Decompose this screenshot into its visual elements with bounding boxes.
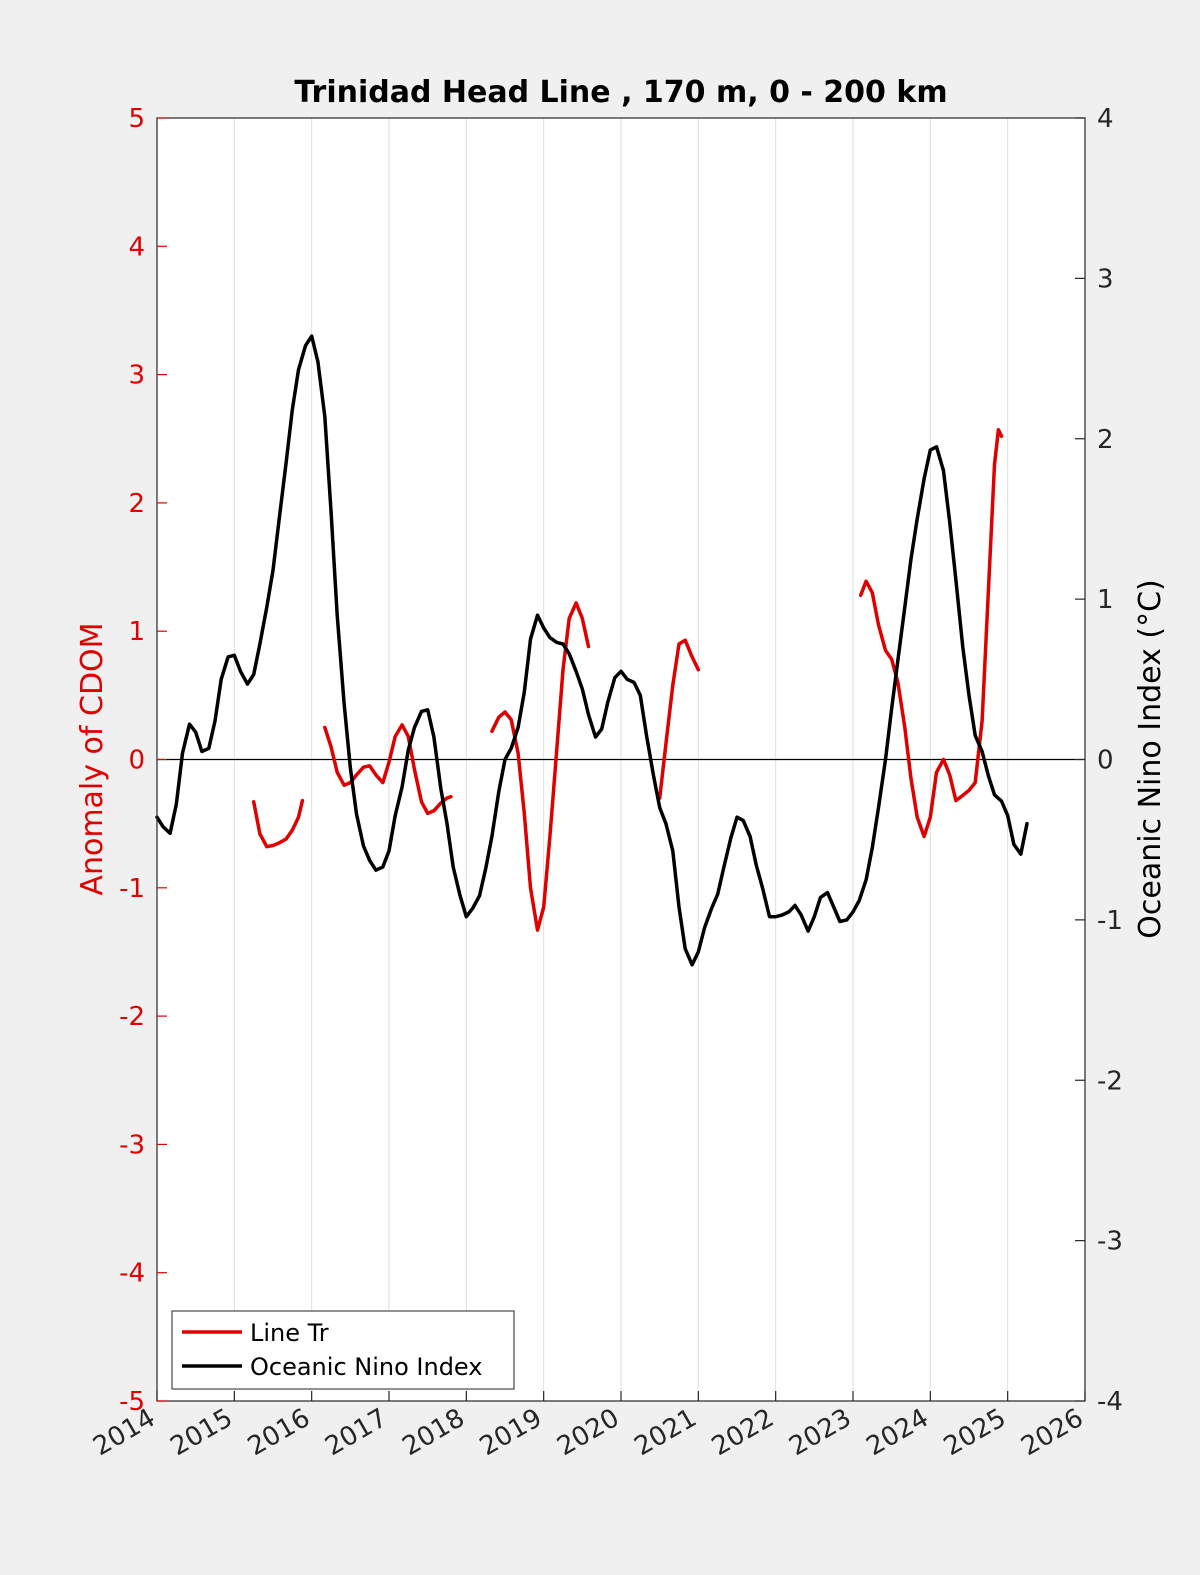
y-left-tick-label: -3 <box>119 1130 145 1160</box>
y-right-tick-label: -2 <box>1097 1066 1123 1096</box>
x-tick-label: 2021 <box>630 1403 702 1462</box>
x-tick-label: 2020 <box>552 1403 624 1462</box>
x-tick-label: 2016 <box>243 1403 315 1462</box>
y-left-tick-label: 5 <box>128 104 145 134</box>
legend-box <box>171 1310 515 1390</box>
legend: Line Tr Oceanic Nino Index <box>171 1310 515 1390</box>
y-right-tick-label: 3 <box>1097 264 1114 294</box>
y-left-tick-label: 4 <box>128 232 145 262</box>
y-left-tick-label: -2 <box>119 1002 145 1032</box>
x-tick-label: 2026 <box>1016 1403 1088 1462</box>
y-left-tick-label: 3 <box>128 361 145 391</box>
line-tr-series-segment-2 <box>490 601 591 932</box>
x-tick-label: 2018 <box>398 1403 470 1462</box>
x-tick-label: 2023 <box>784 1403 856 1462</box>
series-lines <box>155 334 1029 967</box>
x-tick-label: 2019 <box>475 1403 547 1462</box>
y-right-tick-label: 4 <box>1097 104 1114 134</box>
line-tr-series-segment-4 <box>858 428 1004 839</box>
legend-label-oni: Oceanic Nino Index <box>250 1353 482 1381</box>
y-left-tick-label: 0 <box>128 746 145 776</box>
y-left-tick-label: 2 <box>128 489 145 519</box>
x-tick-label: 2024 <box>862 1403 934 1462</box>
oni-series-segment-0 <box>155 334 1029 967</box>
y-right-tick-label: 0 <box>1097 746 1114 776</box>
y-right-tick-label: 1 <box>1097 585 1114 615</box>
left-y-axis-ticks: -5 -4 -3 -2 -1 0 1 2 3 4 5 <box>119 104 167 1417</box>
y-left-tick-label: -1 <box>119 874 145 904</box>
y-right-tick-label: -3 <box>1097 1227 1123 1257</box>
x-tick-label: 2017 <box>320 1403 392 1462</box>
legend-label-line-tr: Line Tr <box>250 1319 329 1347</box>
left-y-axis-label: Anomaly of CDOM <box>75 622 110 895</box>
line-tr-series-segment-0 <box>251 798 305 849</box>
right-y-axis-label: Oceanic Nino Index (°C) <box>1133 579 1168 939</box>
y-right-tick-label: -4 <box>1097 1387 1123 1417</box>
y-left-tick-label: -5 <box>119 1387 145 1417</box>
line-tr-series-segment-1 <box>323 723 453 816</box>
x-tick-label: 2025 <box>939 1403 1011 1462</box>
right-y-axis-ticks: -4 -3 -2 -1 0 1 2 3 4 <box>1075 104 1123 1417</box>
line-tr-series-segment-3 <box>657 638 701 800</box>
y-left-tick-label: 1 <box>128 617 145 647</box>
y-left-tick-label: -4 <box>119 1259 145 1289</box>
x-tick-label: 2015 <box>166 1403 238 1462</box>
y-right-tick-label: -1 <box>1097 906 1123 936</box>
chart-title: Trinidad Head Line , 170 m, 0 - 200 km <box>294 75 947 110</box>
x-tick-label: 2022 <box>707 1403 779 1462</box>
x-axis-ticks: 2014 2015 2016 2017 2018 2019 2020 2021 2022 2023… <box>88 1391 1089 1462</box>
y-right-tick-label: 2 <box>1097 425 1114 455</box>
